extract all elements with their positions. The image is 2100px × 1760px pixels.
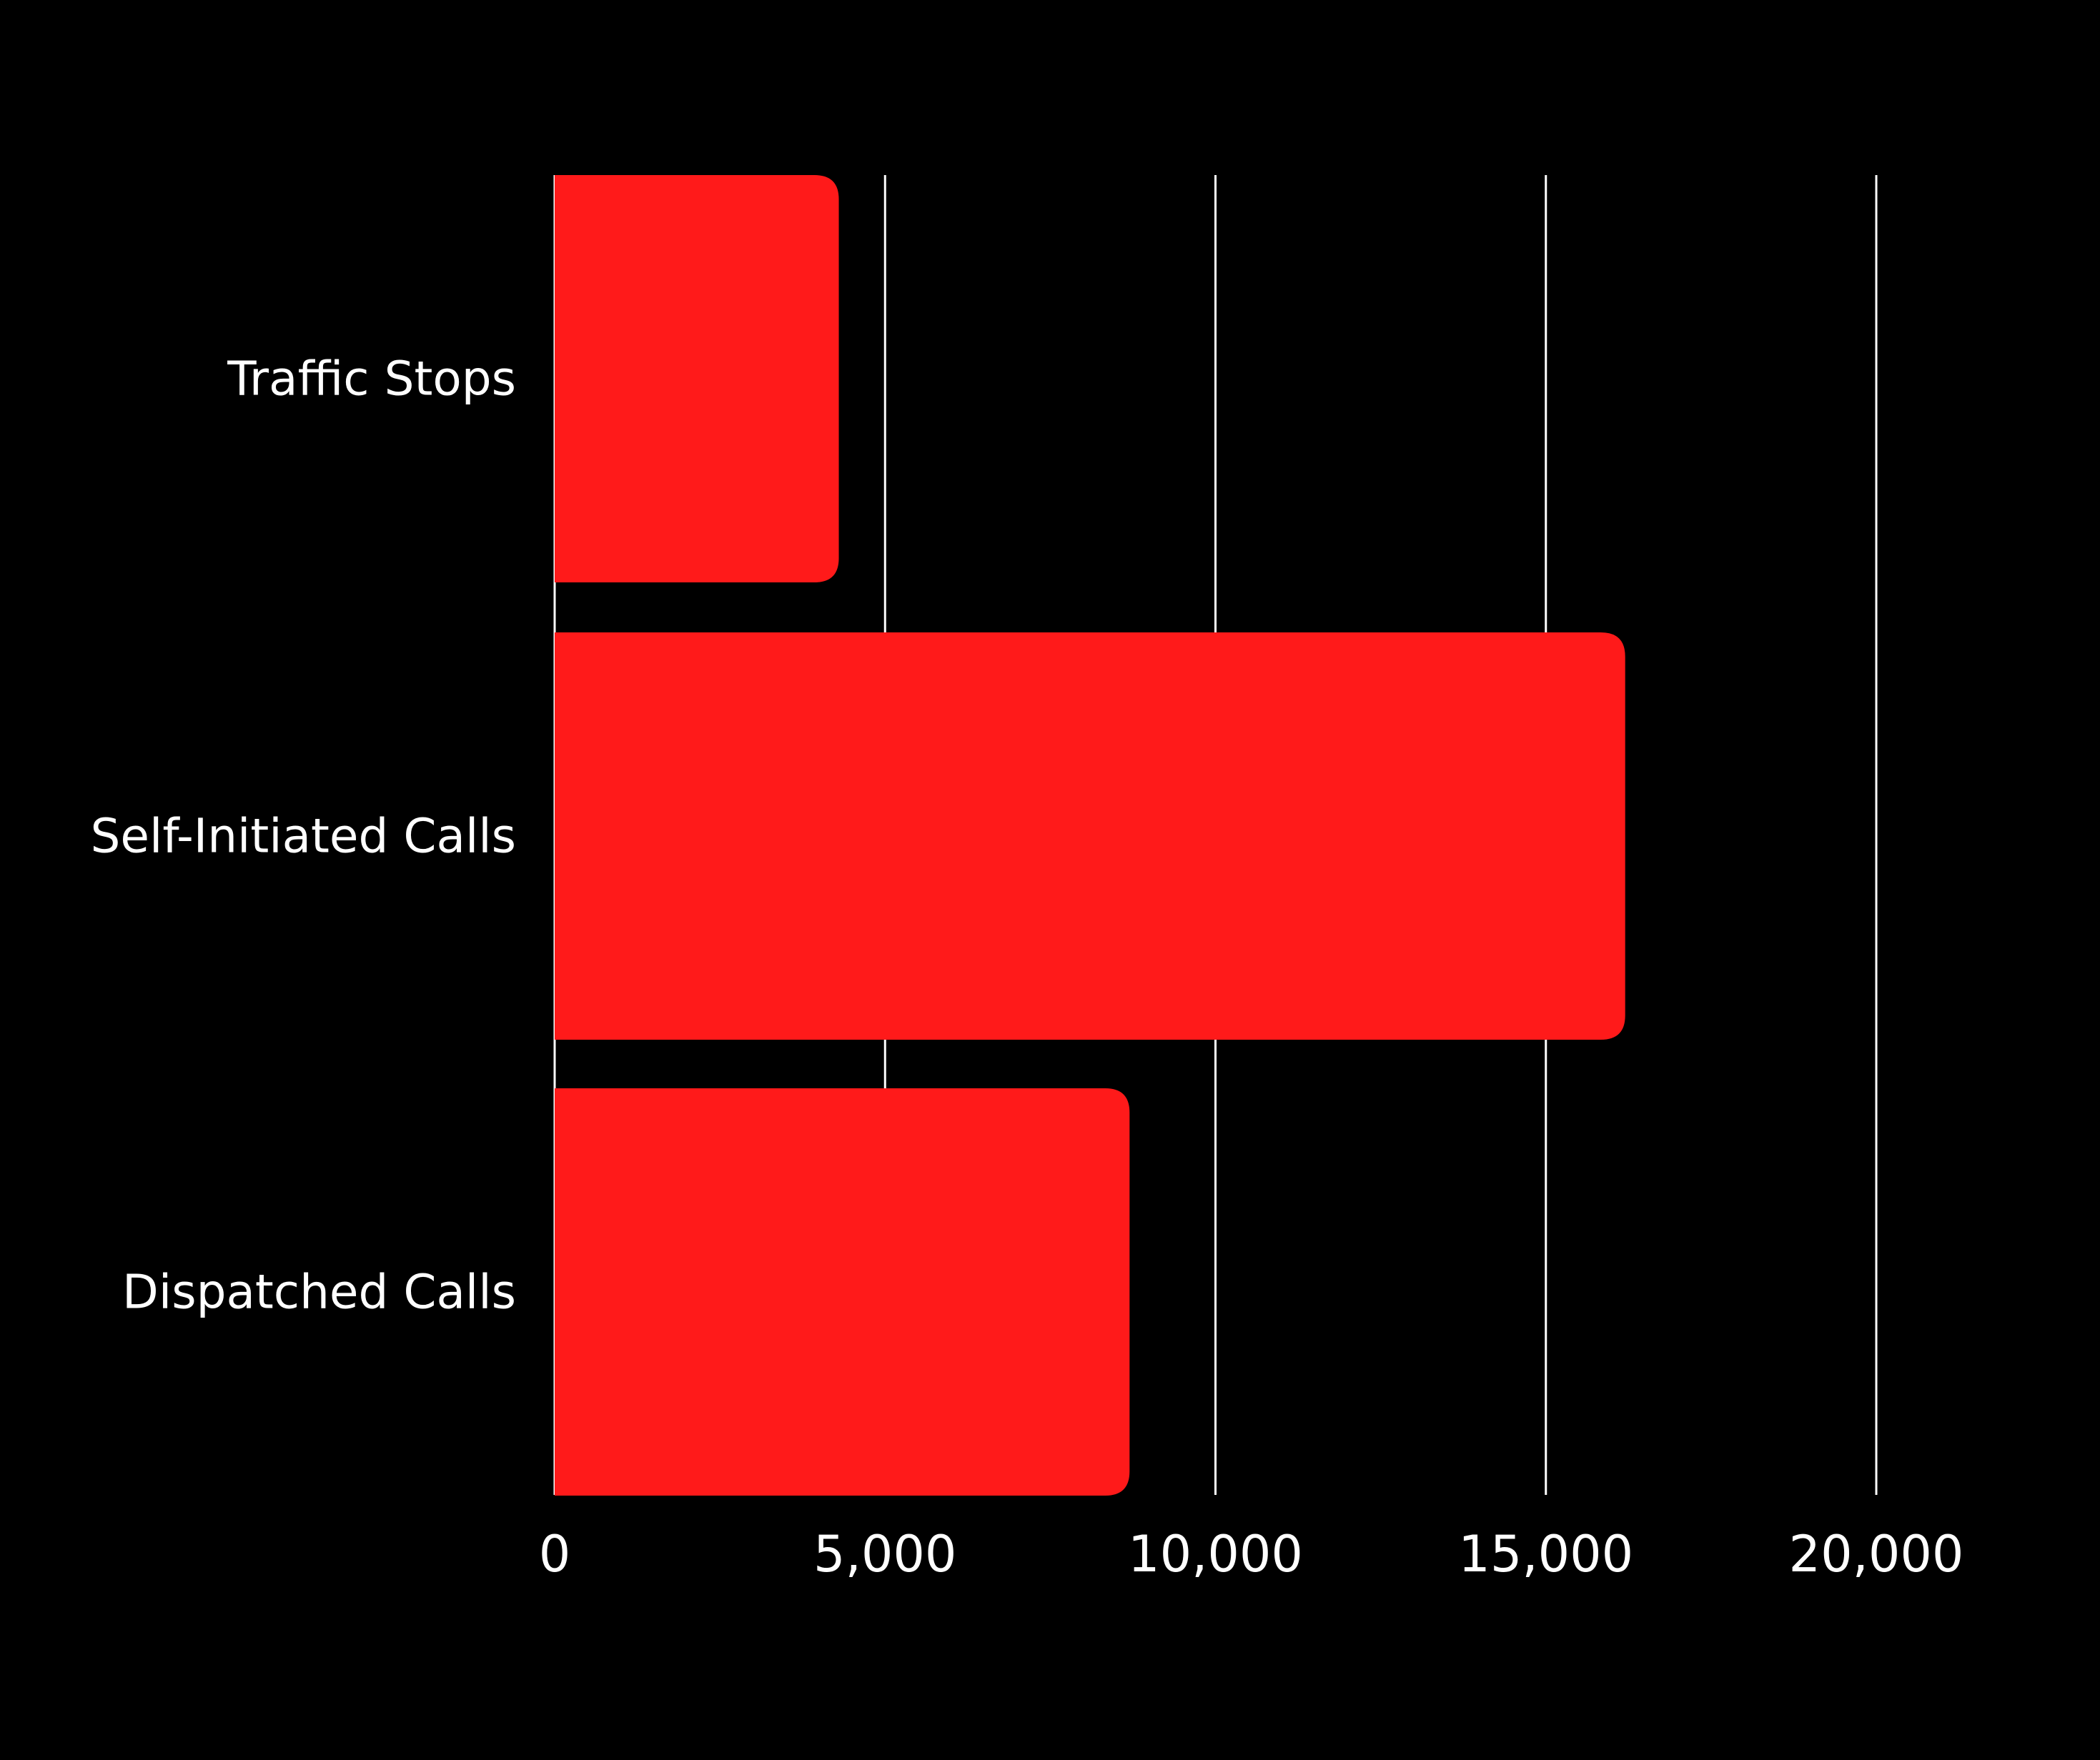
x-tick-label: 15,000 xyxy=(1458,1525,1633,1583)
x-tick-label: 5,000 xyxy=(813,1525,956,1583)
bar-self-initiated-calls xyxy=(555,632,1625,1040)
category-label: Self-Initiated Calls xyxy=(90,809,516,864)
bar-traffic-stops xyxy=(555,175,839,582)
bar-dispatched-calls xyxy=(555,1088,1130,1496)
category-label: Dispatched Calls xyxy=(122,1265,516,1320)
category-labels: Traffic Stops Self-Initiated Calls Dispatc… xyxy=(90,352,516,1320)
x-tick-label: 0 xyxy=(539,1525,571,1583)
x-tick-label: 10,000 xyxy=(1128,1525,1303,1583)
category-label: Traffic Stops xyxy=(227,352,516,407)
bars xyxy=(555,175,1625,1496)
x-tick-label: 20,000 xyxy=(1789,1525,1964,1583)
x-axis-tick-labels: 0 5,000 10,000 15,000 20,000 xyxy=(539,1525,1964,1583)
